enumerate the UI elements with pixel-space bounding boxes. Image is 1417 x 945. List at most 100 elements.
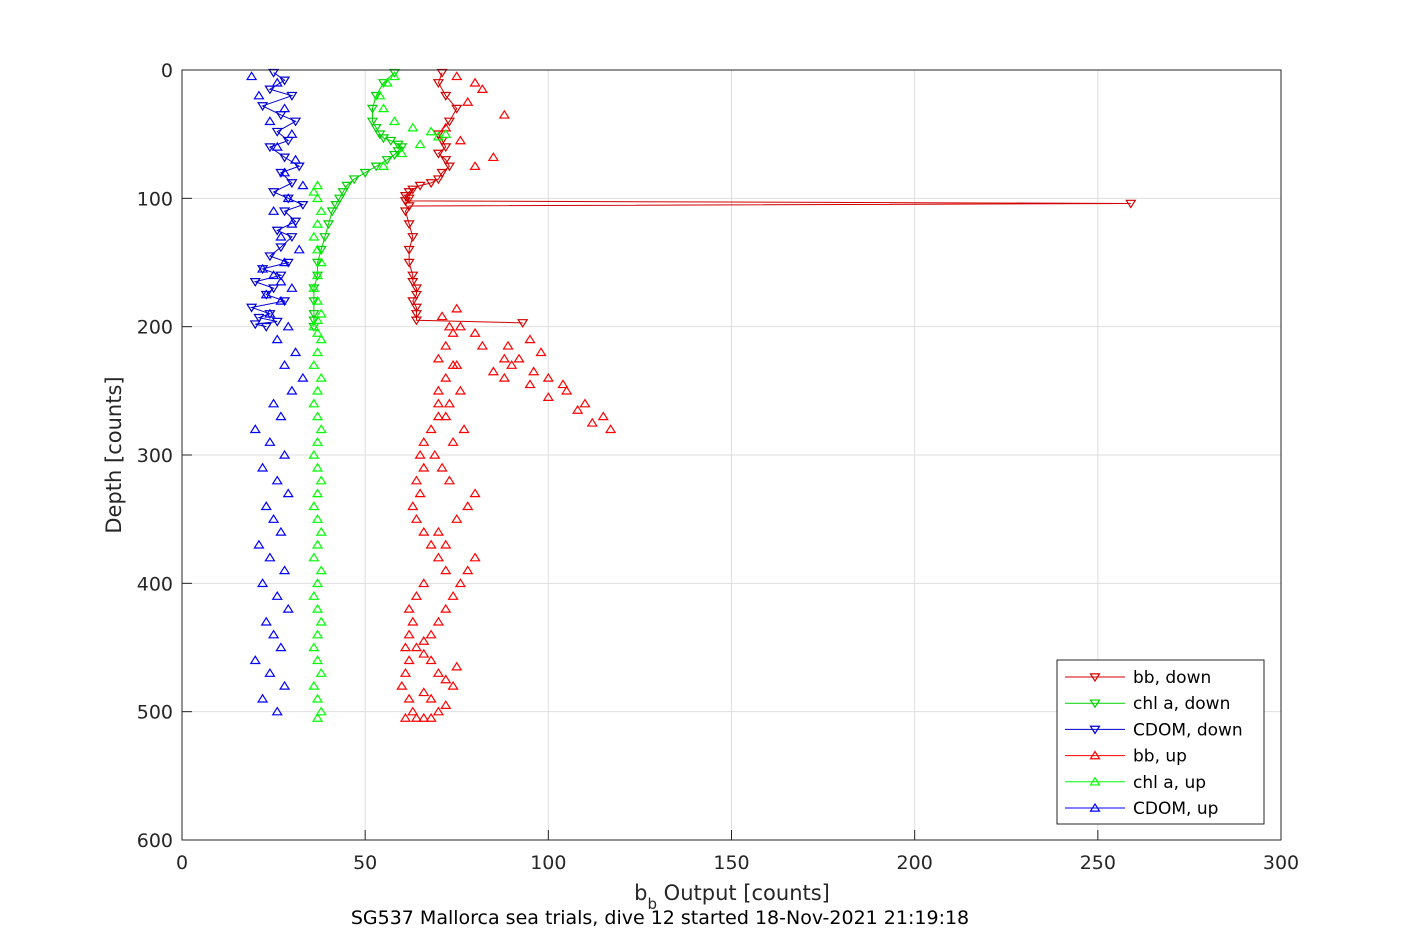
data-point (311, 193, 324, 203)
data-point (407, 501, 419, 511)
legend-label: bb, up (1133, 747, 1187, 767)
data-point (308, 501, 320, 511)
data-point (403, 655, 415, 665)
legend-swatch-marker (1089, 673, 1101, 683)
data-point (425, 693, 437, 703)
data-point (447, 590, 459, 600)
data-point (469, 77, 481, 87)
data-point (308, 449, 320, 459)
data-point (278, 103, 291, 113)
data-point (447, 327, 459, 337)
data-point (388, 68, 401, 78)
data-point (407, 616, 419, 626)
data-point (432, 398, 445, 408)
x-tick-label: 150 (713, 852, 749, 874)
legend-label: bb, down (1133, 668, 1211, 688)
data-point (315, 424, 327, 434)
data-point (286, 233, 298, 243)
data-point (425, 179, 437, 189)
data-point (469, 488, 481, 498)
legend-label: CDOM, down (1133, 720, 1243, 740)
data-point (348, 175, 360, 185)
data-point (282, 321, 294, 331)
data-point (513, 353, 525, 363)
data-point (286, 91, 298, 101)
data-point (264, 85, 276, 95)
data-point (278, 153, 291, 163)
data-point (407, 706, 419, 716)
data-point (297, 372, 309, 382)
data-point (249, 424, 261, 434)
data-point (268, 398, 280, 408)
data-point (271, 226, 283, 236)
data-point (315, 706, 327, 716)
data-point (315, 205, 327, 215)
data-point (410, 475, 423, 485)
data-point (275, 276, 287, 286)
data-point (278, 449, 291, 459)
data-point (451, 359, 463, 369)
data-point (268, 68, 280, 78)
data-point (410, 303, 423, 313)
data-point (271, 127, 283, 137)
data-point (436, 462, 448, 472)
data-point (275, 271, 287, 281)
data-point (410, 290, 423, 300)
data-point (542, 372, 554, 382)
data-point (315, 245, 327, 255)
data-point (282, 488, 294, 498)
y-tick-label: 600 (137, 830, 173, 852)
data-point (246, 71, 258, 81)
data-point (458, 424, 470, 434)
data-point (366, 117, 379, 127)
data-point (253, 313, 265, 323)
data-point (271, 141, 283, 151)
data-point (403, 194, 415, 204)
data-point (311, 712, 324, 722)
data-point (257, 102, 269, 112)
data-point (498, 109, 510, 119)
data-point (275, 168, 287, 178)
series-3 (396, 71, 617, 722)
data-point (440, 674, 452, 684)
data-point (403, 629, 415, 639)
data-point (315, 475, 327, 485)
data-point (399, 207, 412, 217)
data-point (308, 297, 320, 307)
data-point (597, 411, 609, 421)
data-point (268, 629, 280, 639)
data-point (260, 501, 272, 511)
x-axis-label: bb Output [counts] (634, 881, 830, 913)
data-point (268, 284, 280, 294)
data-point (278, 680, 291, 690)
y-axis-label: Depth [counts] (102, 376, 126, 533)
data-point (308, 282, 320, 292)
data-point (443, 475, 456, 485)
data-point (260, 322, 272, 332)
legend-swatch-marker (1089, 776, 1101, 786)
data-point (271, 77, 283, 87)
data-point (443, 321, 456, 331)
data-point (410, 316, 423, 326)
data-point (432, 149, 445, 159)
data-point (399, 192, 412, 201)
data-point (476, 340, 488, 350)
legend: bb, down chl a, down CDOM, down bb, up chl a… (1056, 659, 1265, 825)
data-point (469, 552, 481, 562)
legend-entry: chl a, down (1065, 694, 1230, 714)
data-point (403, 603, 415, 613)
data-point (392, 140, 404, 150)
data-point (315, 667, 327, 677)
data-point (253, 539, 265, 549)
data-point (462, 96, 474, 106)
data-point (469, 327, 481, 337)
data-point (440, 156, 452, 166)
data-point (414, 139, 426, 149)
data-point (370, 123, 382, 133)
data-point (447, 436, 459, 446)
data-point (278, 207, 291, 217)
data-point (451, 71, 463, 81)
data-point (561, 385, 573, 395)
data-point (451, 513, 463, 523)
data-point (429, 449, 441, 459)
